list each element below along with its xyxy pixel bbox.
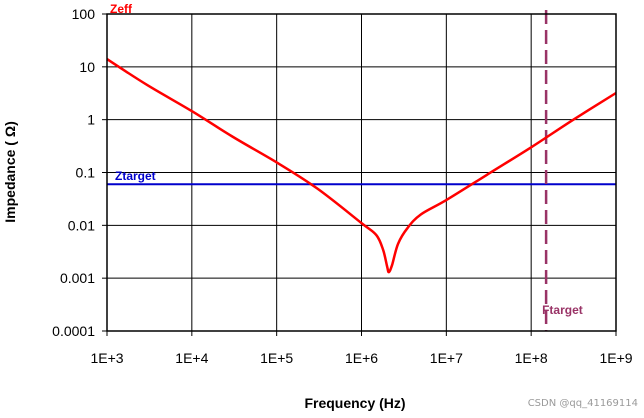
y-tick-label: 100 bbox=[72, 6, 96, 22]
ztarget-label: Ztarget bbox=[115, 169, 156, 183]
zeff-curve bbox=[106, 58, 617, 274]
y-tick-label: 0.1 bbox=[76, 165, 96, 181]
y-tick-label: 0.0001 bbox=[52, 323, 95, 339]
y-tick-label: 0.01 bbox=[68, 217, 95, 233]
tick-labels: 1E+3 1E+4 1E+5 1E+6 1E+7 1E+8 1E+9 0.0001 0.001 0… bbox=[52, 6, 633, 366]
zeff-label: Zeff bbox=[110, 2, 133, 16]
y-tick-label: 0.001 bbox=[60, 270, 95, 286]
y-tick-label: 10 bbox=[79, 59, 95, 75]
x-tick-label: 1E+9 bbox=[599, 350, 632, 366]
ftarget-label: Ftarget bbox=[542, 303, 583, 317]
x-tick-label: 1E+5 bbox=[260, 350, 293, 366]
x-tick-label: 1E+6 bbox=[345, 350, 378, 366]
frame-layer bbox=[102, 13, 617, 336]
x-tick-label: 1E+7 bbox=[430, 350, 463, 366]
x-tick-label: 1E+3 bbox=[90, 350, 123, 366]
x-axis-label: Frequency (Hz) bbox=[304, 395, 405, 411]
x-tick-label: 1E+8 bbox=[515, 350, 548, 366]
x-tick-label: 1E+4 bbox=[175, 350, 208, 366]
grid-layer bbox=[106, 13, 617, 332]
y-tick-label: 1 bbox=[87, 112, 95, 128]
watermark: CSDN @qq_41169114 bbox=[527, 398, 638, 409]
y-axis-label: Impedance ( Ω) bbox=[2, 121, 18, 222]
series-layer: Ztarget Ftarget Zeff bbox=[106, 2, 617, 331]
